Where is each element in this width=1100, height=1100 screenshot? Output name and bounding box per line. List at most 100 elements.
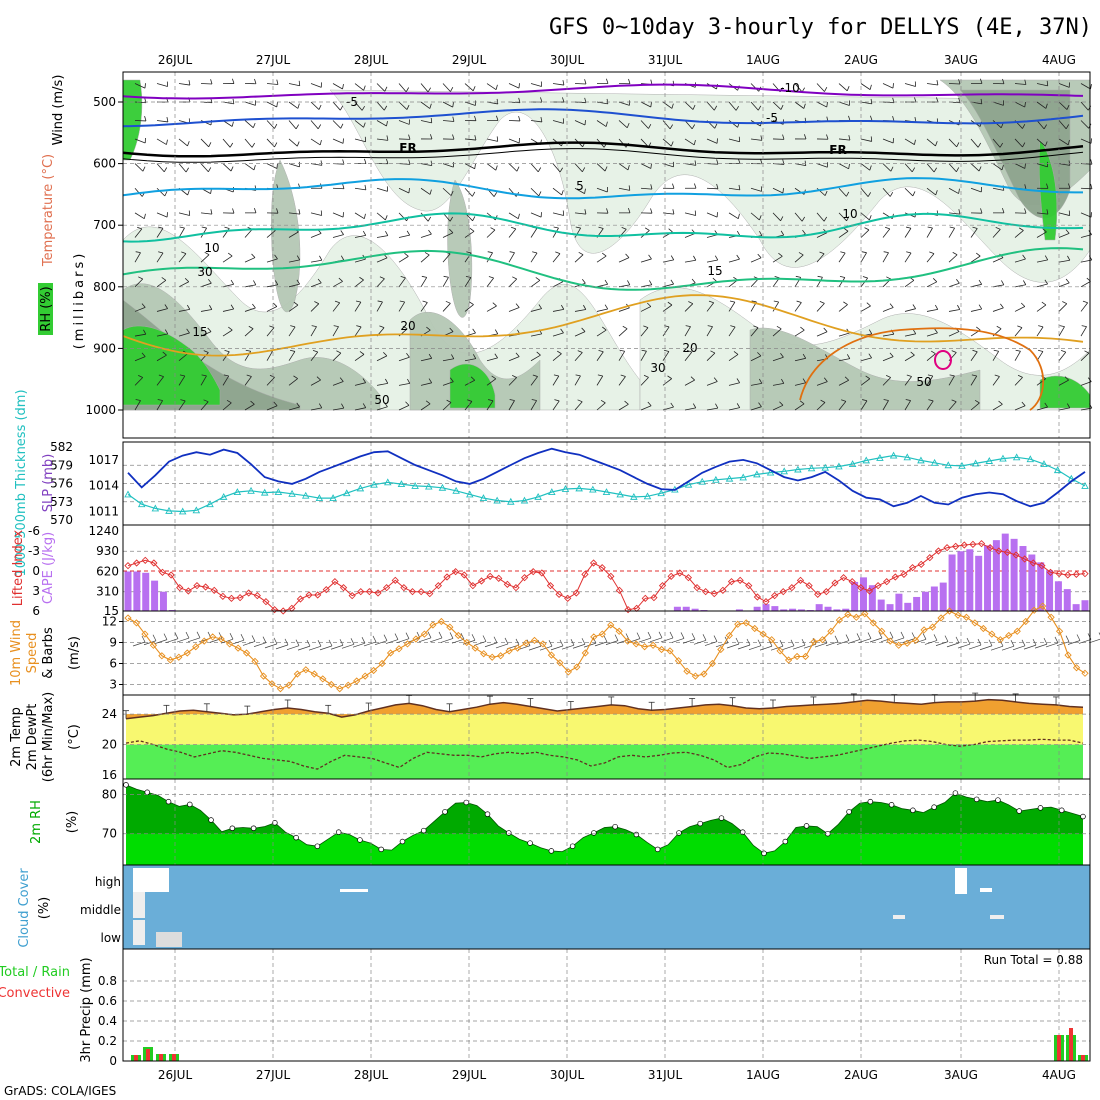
wind-barb <box>222 402 232 411</box>
rh2m-point <box>846 809 852 815</box>
wind-barb <box>156 333 168 337</box>
lifted-index-line-point <box>607 572 615 580</box>
wind-barb <box>552 308 564 312</box>
wind-barb-flag <box>531 399 537 401</box>
thickness-line-point <box>329 494 337 502</box>
lifted-index-line-point <box>719 586 727 594</box>
lifted-index-line-point <box>417 588 425 596</box>
wind-speed-line-point <box>869 619 877 627</box>
cape-bar <box>851 581 859 611</box>
surface-wind-barb-flag <box>669 631 674 639</box>
wind-barb-flag <box>386 158 389 164</box>
rh2m-line <box>125 784 1084 854</box>
lifted-index-line-point <box>477 577 486 585</box>
wind-barb-flag <box>619 349 625 352</box>
wind-speed-line-point <box>420 630 429 638</box>
wind-barb <box>486 252 493 263</box>
surface-wind-barb-flag <box>702 634 707 641</box>
wind-barb-flag <box>338 277 343 282</box>
top-date-label: 2AUG <box>844 53 878 67</box>
wind-barb-flag <box>509 251 515 254</box>
wind-barb <box>200 352 209 361</box>
wind-speed-line-point <box>141 630 149 638</box>
surface-wind-barb-flag <box>647 631 652 639</box>
wind-barb-flag <box>385 231 389 236</box>
surface-wind-barb-flag <box>295 639 300 646</box>
surface-wind-barb <box>748 645 762 651</box>
wind-barb-flag <box>824 87 828 92</box>
cape-bar <box>1054 581 1062 611</box>
cape-bar <box>124 571 132 611</box>
contour-label: 15 <box>192 325 207 339</box>
wind-barb-flag <box>518 83 520 89</box>
wind-barb-flag <box>798 252 804 256</box>
wind-barb <box>706 326 713 337</box>
wind-barb-flag <box>843 227 849 232</box>
wind-barb-flag <box>914 139 916 145</box>
thickness-line-point <box>1053 466 1062 474</box>
thickness-line-point <box>589 485 597 493</box>
wind-barb <box>354 83 364 91</box>
wind-barb-flag <box>144 116 147 122</box>
wind-barb <box>860 378 871 386</box>
wind-barb-flag <box>839 275 845 278</box>
thickness-line-point <box>862 456 871 464</box>
wind-barb <box>530 83 542 87</box>
surface-wind-barb-flag <box>977 638 982 646</box>
lifted-index-line-point <box>667 572 675 580</box>
wind-barb-flag <box>604 279 609 285</box>
wind-barb-flag <box>956 142 960 148</box>
wind-barb <box>244 403 255 411</box>
cape-bar <box>824 606 832 611</box>
wind-barb <box>310 407 322 411</box>
wind-barb <box>1036 163 1048 168</box>
wind-barb <box>992 351 999 361</box>
wind-barb <box>684 138 695 146</box>
wind-barb <box>992 229 1001 238</box>
rh2m-point <box>1080 813 1086 820</box>
wind-barb <box>816 232 828 238</box>
surface-wind-barb-flag <box>372 635 377 643</box>
wind-barb-flag <box>627 280 631 286</box>
wind-barb-flag <box>1017 374 1023 378</box>
wind-barb <box>860 305 871 312</box>
wind-barb <box>750 212 760 221</box>
wind-barb <box>750 83 760 92</box>
rh2m-area <box>126 784 1083 865</box>
wind-ylabel-a: 10m Wind <box>9 620 24 686</box>
lifted-index-line-point <box>1038 562 1046 570</box>
surface-wind-barb <box>693 640 707 645</box>
thickness-line-point <box>971 459 980 467</box>
wind-barb-flag <box>1000 123 1004 128</box>
wind-barb <box>618 307 630 312</box>
wind-barb-flag <box>517 213 520 219</box>
lifted-index-line-point <box>451 568 460 576</box>
wind-barb <box>794 329 805 337</box>
wind-barb <box>200 401 209 411</box>
bottom-date-label: 27JUL <box>256 1068 291 1082</box>
wind-barb-flag <box>290 325 296 328</box>
lifted-index-line-point <box>891 573 899 581</box>
wind-barb-flag <box>490 227 496 231</box>
lifted-index-line-point <box>745 582 753 590</box>
rh2m-point <box>1037 805 1044 811</box>
wind-barb-flag <box>624 400 629 405</box>
wind-speed-line-point <box>310 670 318 678</box>
wind-barb-flag <box>780 353 784 358</box>
wind-barb <box>222 329 233 337</box>
rh2m-point <box>1058 807 1065 814</box>
wind-barb <box>882 333 894 337</box>
wind-barb-flag <box>466 251 472 254</box>
wind-barb <box>530 163 539 173</box>
wind-barb <box>1036 283 1048 288</box>
rh2m-point <box>399 838 406 845</box>
temp-ylabel-c: (6hr Min/Max) <box>41 692 56 782</box>
wind-speed-line-point <box>353 677 361 685</box>
wind-barb <box>882 138 894 144</box>
wind-barb <box>222 163 232 172</box>
surface-wind-barb-flag <box>801 638 806 646</box>
wind-barb-flag <box>867 192 872 197</box>
bottom-date-label: 26JUL <box>158 1068 193 1082</box>
wind-barb <box>574 331 586 337</box>
wind-barb <box>332 352 342 362</box>
